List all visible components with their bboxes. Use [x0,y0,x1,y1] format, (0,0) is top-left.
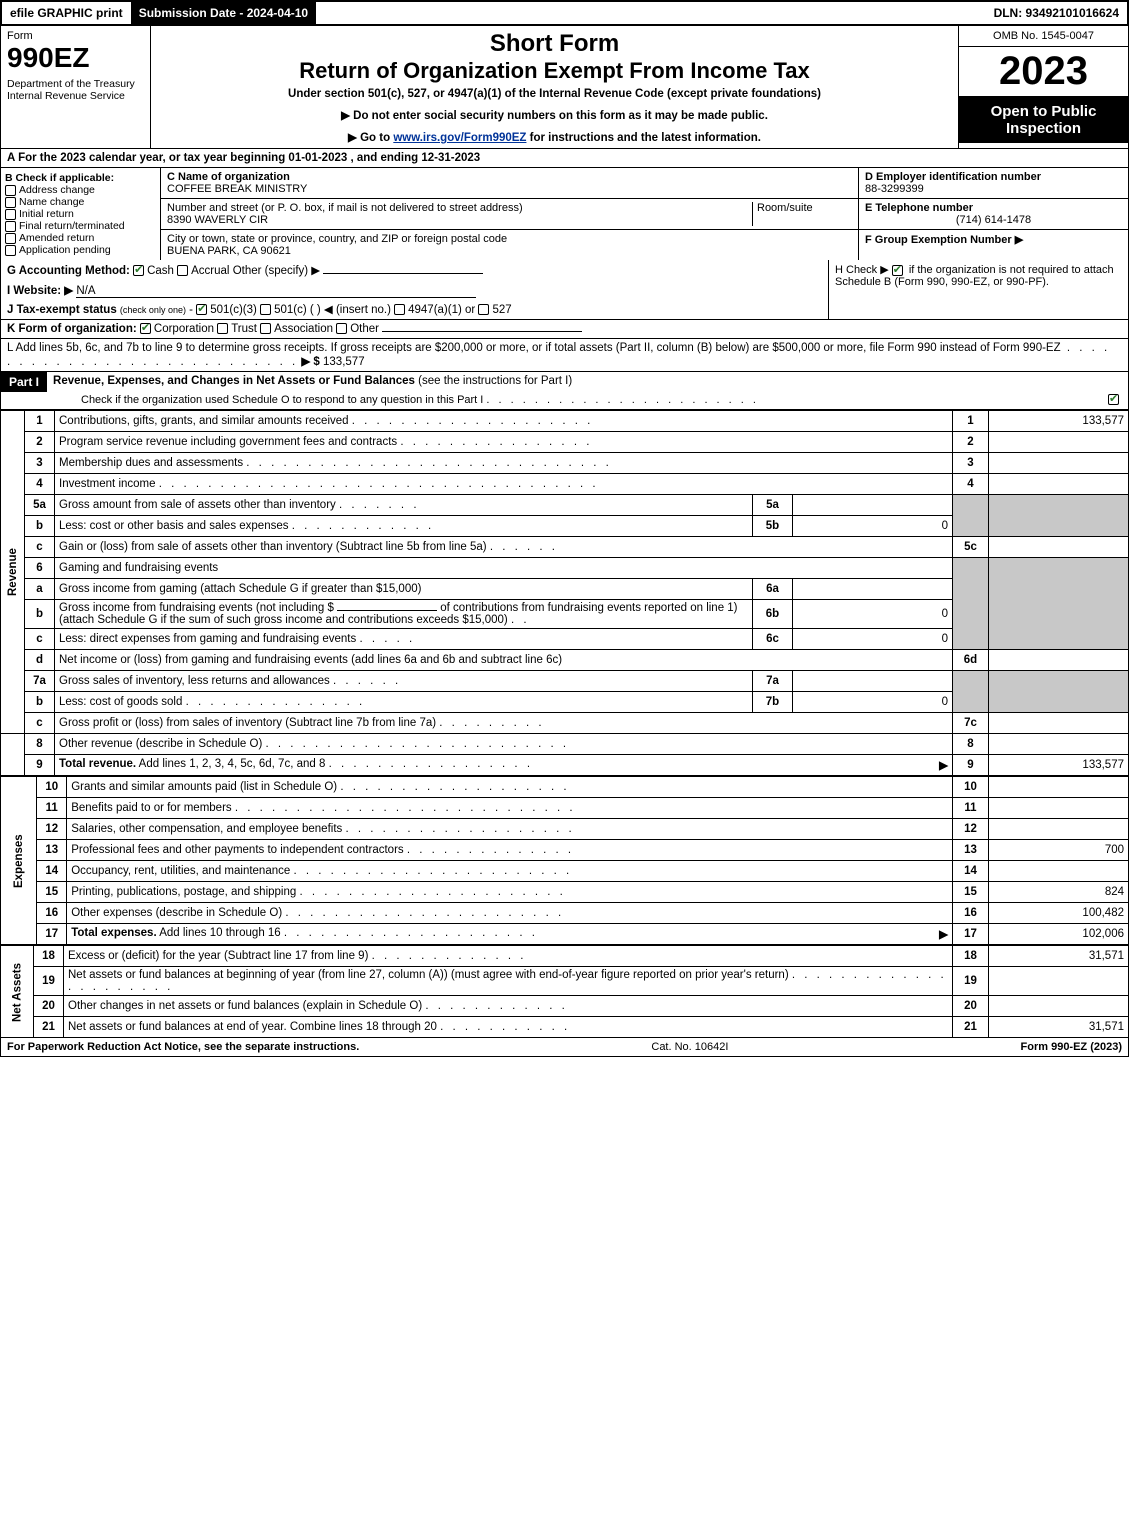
section-a: A For the 2023 calendar year, or tax yea… [0,149,1129,168]
form-title: Return of Organization Exempt From Incom… [155,58,954,84]
c-name-label: C Name of organization [167,171,852,183]
inspection-label: Open to Public Inspection [959,97,1128,143]
cb-accrual[interactable] [177,265,188,276]
cb-amended[interactable]: Amended return [5,232,156,244]
room-suite: Room/suite [752,202,852,226]
note-link: ▶ Go to www.irs.gov/Form990EZ for instru… [155,130,954,144]
submission-date: Submission Date - 2024-04-10 [131,2,316,24]
revenue-sidebar: Revenue [1,411,25,734]
city: BUENA PARK, CA 90621 [167,245,852,257]
revenue-table: Revenue 1Contributions, gifts, grants, a… [0,410,1129,776]
street-label: Number and street (or P. O. box, if mail… [167,202,752,214]
line-17-value: 102,006 [989,924,1129,945]
note-ssn: ▶ Do not enter social security numbers o… [155,108,954,122]
line-1-value: 133,577 [989,411,1129,432]
line-5b-value: 0 [793,516,953,537]
footer-left: For Paperwork Reduction Act Notice, see … [7,1041,359,1053]
d-label: D Employer identification number [865,171,1122,183]
short-form-label: Short Form [155,30,954,58]
section-def: D Employer identification number 88-3299… [858,168,1128,260]
cb-schedule-o[interactable] [1108,394,1119,405]
form-id-block: Form 990EZ Department of the Treasury In… [1,26,151,148]
net-assets-sidebar: Net Assets [1,946,34,1038]
street: 8390 WAVERLY CIR [167,214,752,226]
footer-right: Form 990-EZ (2023) [1021,1041,1123,1053]
net-assets-table: Net Assets 18Excess or (deficit) for the… [0,945,1129,1038]
line-13-value: 700 [989,840,1129,861]
info-box: B Check if applicable: Address change Na… [0,168,1129,260]
line-15-value: 824 [989,882,1129,903]
org-name: COFFEE BREAK MINISTRY [167,183,852,195]
cb-pending[interactable]: Application pending [5,244,156,256]
part-i-header: Part I Revenue, Expenses, and Changes in… [0,372,1129,410]
cb-address-change[interactable]: Address change [5,184,156,196]
gross-receipts: 133,577 [323,356,365,368]
form-right-block: OMB No. 1545-0047 2023 Open to Public In… [958,26,1128,148]
cb-initial-return[interactable]: Initial return [5,208,156,220]
department: Department of the Treasury Internal Reve… [7,78,144,102]
cb-final-return[interactable]: Final return/terminated [5,220,156,232]
footer-cat: Cat. No. 10642I [651,1041,728,1053]
section-l: L Add lines 5b, 6c, and 7b to line 9 to … [0,339,1129,372]
line-6c-value: 0 [793,629,953,650]
form-word: Form [7,30,144,42]
line-21-value: 31,571 [989,1017,1129,1038]
ein: 88-3299399 [865,183,1122,195]
cb-cash[interactable] [133,265,144,276]
form-title-block: Short Form Return of Organization Exempt… [151,26,958,148]
tax-year: 2023 [959,47,1128,97]
expenses-table: Expenses 10Grants and similar amounts pa… [0,776,1129,945]
top-bar: efile GRAPHIC print Submission Date - 20… [0,0,1129,26]
efile-label[interactable]: efile GRAPHIC print [2,2,131,24]
i-label: I Website: ▶ [7,285,73,297]
cb-schedule-b[interactable] [892,265,903,276]
form-number: 990EZ [7,42,144,74]
e-label: E Telephone number [865,202,1122,214]
dln: DLN: 93492101016624 [986,2,1127,24]
cb-501c[interactable] [260,304,271,315]
city-label: City or town, state or province, country… [167,233,852,245]
b-label: B Check if applicable: [5,172,156,184]
line-7b-value: 0 [793,692,953,713]
irs-link[interactable]: www.irs.gov/Form990EZ [393,132,526,144]
website: N/A [76,285,95,297]
cb-4947[interactable] [394,304,405,315]
form-subtitle: Under section 501(c), 527, or 4947(a)(1)… [155,88,954,100]
cb-trust[interactable] [217,323,228,334]
part-i-bar: Part I [1,372,47,392]
line-18-value: 31,571 [989,946,1129,967]
cb-corp[interactable] [140,323,151,334]
gh-row: G Accounting Method: Cash Accrual Other … [0,260,1129,320]
section-k: K Form of organization: Corporation Trus… [0,320,1129,339]
cb-527[interactable] [478,304,489,315]
expenses-sidebar: Expenses [1,777,37,945]
line-6b-value: 0 [793,600,953,629]
cb-name-change[interactable]: Name change [5,196,156,208]
cb-assoc[interactable] [260,323,271,334]
form-header: Form 990EZ Department of the Treasury In… [0,26,1129,149]
page-footer: For Paperwork Reduction Act Notice, see … [0,1038,1129,1057]
f-label: F Group Exemption Number ▶ [865,233,1122,246]
section-c: C Name of organization COFFEE BREAK MINI… [161,168,858,260]
line-9-value: 133,577 [989,755,1129,776]
line-16-value: 100,482 [989,903,1129,924]
g-label: G Accounting Method: [7,265,130,277]
cb-501c3[interactable] [196,304,207,315]
j-label: J Tax-exempt status [7,304,117,316]
section-b: B Check if applicable: Address change Na… [1,168,161,260]
phone: (714) 614-1478 [865,214,1122,226]
section-h: H Check ▶ if the organization is not req… [828,260,1128,319]
omb-number: OMB No. 1545-0047 [959,26,1128,47]
cb-other-org[interactable] [336,323,347,334]
